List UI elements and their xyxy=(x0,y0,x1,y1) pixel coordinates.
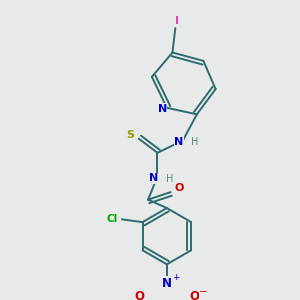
Text: H: H xyxy=(191,137,199,148)
Text: N: N xyxy=(149,173,158,183)
Text: +: + xyxy=(172,273,180,282)
Text: I: I xyxy=(175,16,179,26)
Text: O: O xyxy=(174,183,184,194)
Text: −: − xyxy=(199,287,208,297)
Text: O: O xyxy=(135,290,145,300)
Text: O: O xyxy=(189,290,199,300)
Text: N: N xyxy=(158,104,167,114)
Text: N: N xyxy=(174,136,184,146)
Text: Cl: Cl xyxy=(107,214,118,224)
Text: S: S xyxy=(126,130,134,140)
Text: H: H xyxy=(166,174,173,184)
Text: N: N xyxy=(162,277,172,290)
